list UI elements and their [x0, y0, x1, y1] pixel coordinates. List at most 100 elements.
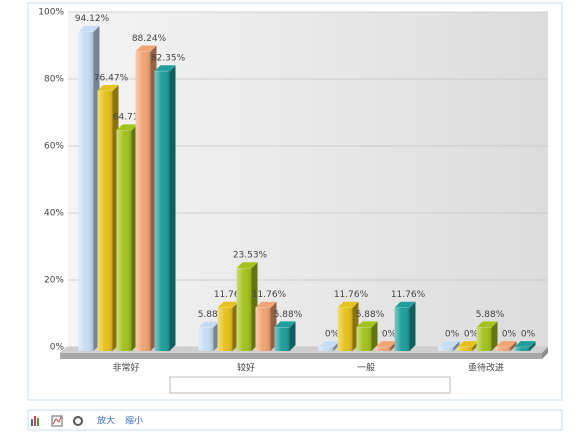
value-label: 0%: [325, 330, 340, 340]
bar-side: [453, 341, 460, 351]
bar: [273, 321, 297, 351]
bar: [197, 321, 221, 351]
value-label: 11.76%: [334, 290, 369, 300]
y-tick-label: 20%: [44, 276, 64, 286]
bar: [437, 340, 461, 351]
bar-gloss: [337, 307, 353, 351]
bar: [96, 84, 120, 351]
x-tick-label: 非常好: [112, 362, 139, 374]
bar-side: [371, 321, 378, 351]
value-label: 88.24%: [132, 34, 167, 44]
bar-gloss: [375, 347, 391, 351]
bar: [393, 301, 417, 351]
bar: [513, 340, 537, 351]
bar-gloss: [476, 327, 492, 351]
y-tick-label: 80%: [44, 75, 64, 85]
value-label: 5.88%: [274, 310, 303, 320]
bar-gloss: [274, 327, 290, 351]
bar: [153, 64, 177, 351]
bar-side: [169, 65, 176, 351]
bar-side: [491, 321, 498, 351]
bar-top: [153, 64, 177, 72]
value-label: 0%: [382, 330, 397, 340]
y-tick-label: 0%: [50, 343, 65, 353]
bar: [216, 301, 240, 351]
bar-gloss: [116, 130, 132, 351]
legend: [169, 376, 451, 394]
x-tick-label: 一般: [357, 362, 375, 374]
bar: [475, 321, 499, 351]
bar-gloss: [154, 71, 170, 351]
zoom-out[interactable]: 缩小: [125, 415, 143, 427]
value-label: 0%: [502, 330, 517, 340]
y-tick-label: 40%: [44, 209, 64, 219]
bar-gloss: [438, 347, 454, 351]
bar-gloss: [495, 347, 511, 351]
bar: [77, 25, 101, 352]
value-label: 0%: [521, 330, 536, 340]
value-label: 76.47%: [94, 73, 129, 83]
bar-gloss: [318, 347, 334, 351]
bar-gloss: [198, 327, 214, 351]
bar-top: [393, 301, 417, 308]
value-label: 94.12%: [75, 14, 110, 24]
bar: [336, 301, 360, 351]
bar-side: [529, 341, 536, 351]
value-label: 0%: [464, 330, 479, 340]
zoom-in[interactable]: 放大: [97, 415, 115, 427]
bar-gloss: [394, 307, 410, 351]
bar-top: [235, 261, 259, 269]
bar-top: [77, 25, 101, 32]
value-label: 11.76%: [214, 290, 249, 300]
bar-gloss: [236, 268, 252, 351]
value-label: 82.35%: [151, 54, 186, 64]
bar-top: [134, 45, 158, 52]
bar: [235, 261, 259, 351]
bar-top: [273, 321, 297, 328]
bar: [134, 45, 158, 352]
value-label: 23.53%: [233, 251, 268, 261]
bar-gloss: [135, 51, 151, 352]
x-tick-label: 较好: [237, 362, 255, 374]
bar-top: [96, 84, 120, 92]
bar: [494, 340, 518, 351]
bar-top: [336, 301, 360, 308]
x-tick-label: 亟待改进: [468, 362, 504, 374]
value-label: 5.88%: [198, 310, 227, 320]
floor: [60, 347, 548, 353]
bar-gloss: [514, 347, 530, 351]
y-tick-label: 60%: [44, 142, 64, 152]
value-label: 5.88%: [476, 310, 505, 320]
bar-side: [510, 341, 517, 351]
bar-side: [289, 321, 296, 351]
toolbar: [27, 409, 563, 431]
chart-type-icon[interactable]: [31, 416, 39, 426]
bar-top: [437, 340, 461, 348]
y-tick-label: 100%: [38, 8, 64, 18]
settings-icon[interactable]: [73, 416, 83, 426]
bar-side: [409, 301, 416, 351]
bar-top: [494, 340, 518, 348]
value-label: 0%: [445, 330, 460, 340]
floor-edge: [60, 353, 542, 359]
bar-gloss: [78, 31, 94, 352]
value-label: 5.88%: [356, 310, 385, 320]
bar-gloss: [255, 307, 271, 351]
bar: [355, 321, 379, 351]
bar-gloss: [457, 347, 473, 351]
line-icon[interactable]: [51, 415, 63, 427]
bar-gloss: [97, 90, 113, 351]
plot: 0% 20% 40% 60% 80% 100% 非常好 94.12% 76.47% 64.71% 8…: [38, 8, 548, 391]
bar-gloss: [356, 327, 372, 351]
value-label: 64.71%: [113, 113, 148, 123]
floor-side: [542, 347, 548, 359]
bar-top: [513, 340, 537, 348]
bar: [115, 123, 139, 351]
value-label: 11.76%: [252, 290, 287, 300]
bar-top: [355, 321, 379, 328]
bar-top: [475, 321, 499, 328]
bar-gloss: [217, 307, 233, 351]
bar-top: [254, 301, 278, 308]
